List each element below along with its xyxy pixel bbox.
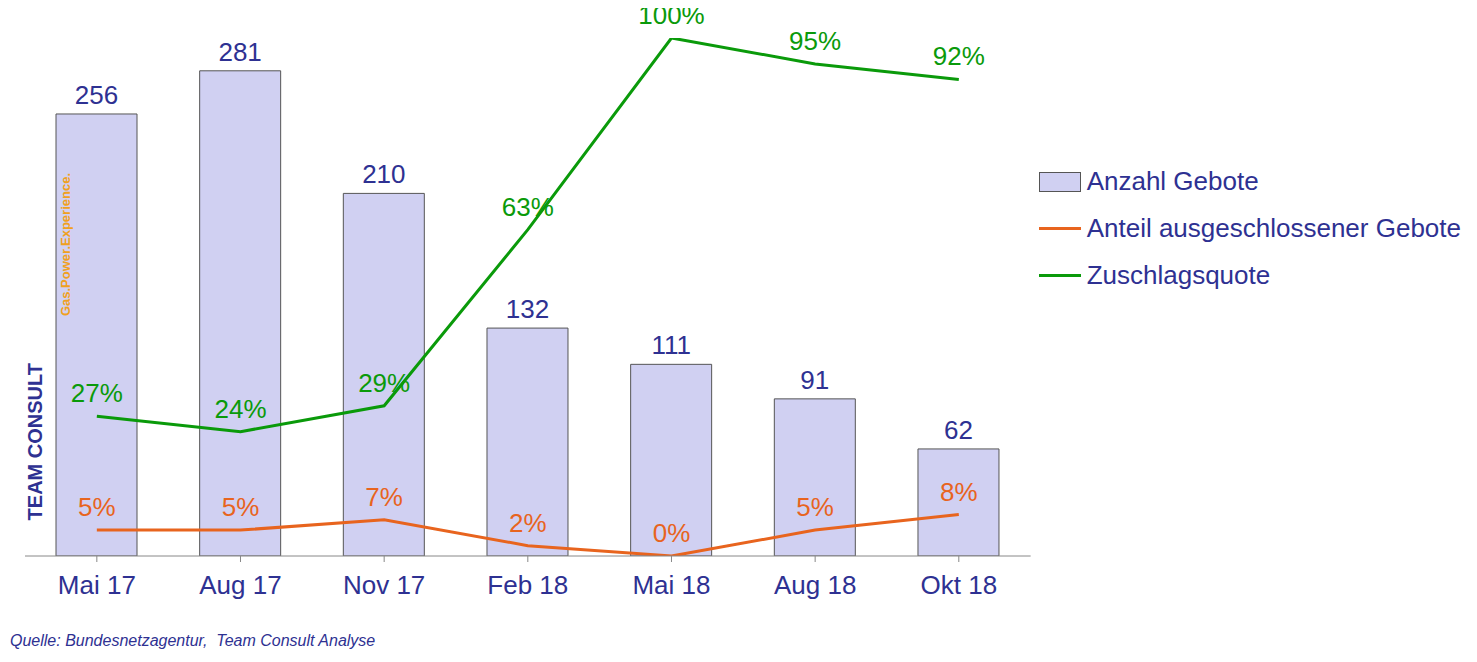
svg-text:111: 111 (651, 330, 691, 360)
svg-text:132: 132 (506, 294, 549, 324)
html-text:Anteil ausgeschlossener Gebote: Anteil ausgeschlossener Gebote (1086, 213, 1461, 243)
svg-text:95%: 95% (789, 26, 841, 56)
svg-text:92%: 92% (933, 41, 985, 71)
svg-text:Mai 17: Mai 17 (58, 570, 136, 600)
svg-text:5%: 5% (796, 492, 834, 522)
svg-text:Aug 17: Aug 17 (199, 570, 281, 600)
svg-text:210: 210 (362, 159, 405, 189)
svg-text:Mai 18: Mai 18 (632, 570, 710, 600)
svg-text:63%: 63% (502, 192, 554, 222)
svg-text:Feb 18: Feb 18 (487, 570, 568, 600)
svg-text:5%: 5% (78, 492, 116, 522)
svg-text:62: 62 (944, 415, 973, 445)
html-text:Zuschlagsquote: Zuschlagsquote (1086, 260, 1271, 290)
svg-text:Okt 18: Okt 18 (921, 570, 998, 600)
svg-text:5%: 5% (222, 492, 260, 522)
svg-text:Nov 17: Nov 17 (343, 570, 425, 600)
svg-text:29%: 29% (358, 368, 410, 398)
svg-text:0%: 0% (653, 518, 691, 548)
svg-text:8%: 8% (940, 477, 978, 507)
html-text:Gas.Power.Experience.: Gas.Power.Experience. (58, 173, 73, 317)
svg-text:100%: 100% (638, 8, 705, 30)
html-text:Anzahl Gebote: Anzahl Gebote (1086, 166, 1259, 196)
svg-text:7%: 7% (365, 482, 403, 512)
html-text:Quelle: Bundesnetzagentur, Tea: Quelle: Bundesnetzagentur, Team Consult … (10, 632, 376, 649)
svg-text:256: 256 (75, 80, 118, 110)
svg-text:2%: 2% (509, 508, 547, 538)
svg-text:Aug 18: Aug 18 (774, 570, 856, 600)
svg-text:24%: 24% (214, 394, 266, 424)
svg-text:27%: 27% (71, 378, 123, 408)
svg-text:281: 281 (218, 37, 261, 67)
html-text:TEAM CONSULT: TEAM CONSULT (24, 363, 46, 521)
svg-text:91: 91 (800, 365, 829, 395)
